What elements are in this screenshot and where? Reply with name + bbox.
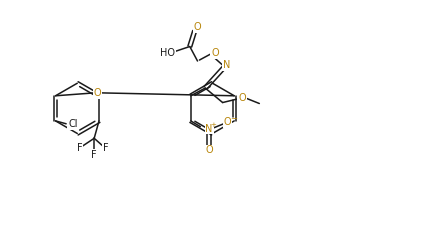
Text: O: O xyxy=(94,88,102,98)
Text: F: F xyxy=(103,143,109,153)
Text: N: N xyxy=(205,124,213,134)
Text: F: F xyxy=(77,143,82,153)
Text: N: N xyxy=(223,60,230,70)
Text: O: O xyxy=(205,145,213,155)
Text: O: O xyxy=(194,22,201,32)
Text: +: + xyxy=(210,122,216,128)
Text: O: O xyxy=(224,117,231,127)
Text: Cl: Cl xyxy=(68,119,78,129)
Text: O: O xyxy=(211,48,219,58)
Text: HO: HO xyxy=(160,48,175,58)
Text: O: O xyxy=(238,93,246,103)
Text: −: − xyxy=(230,114,237,123)
Text: F: F xyxy=(91,150,97,160)
